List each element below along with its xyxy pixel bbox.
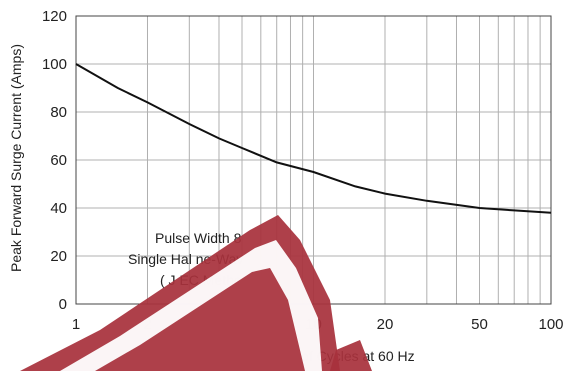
y-tick-label: 20 [50, 248, 67, 265]
stamp-watermark [20, 215, 372, 371]
grid-layer [75, 15, 552, 305]
y-tick-label: 40 [50, 200, 67, 217]
x-tick-label: 100 [538, 316, 563, 333]
annotation-line-1: Pulse Width 8 [155, 230, 242, 246]
curve-layer [75, 63, 552, 214]
y-tick-label: 60 [50, 152, 67, 169]
x-tick-label: 20 [377, 316, 394, 333]
x-tick-label: 50 [471, 316, 488, 333]
y-tick-label: 0 [59, 296, 67, 313]
y-axis-title: Peak Forward Surge Current (Amps) [8, 44, 24, 272]
y-tick-label: 100 [42, 56, 67, 73]
x-tick-label: 1 [72, 316, 80, 333]
y-tick-label: 120 [42, 8, 67, 25]
y-tick-label: 80 [50, 104, 67, 121]
surge-curve [75, 63, 552, 214]
